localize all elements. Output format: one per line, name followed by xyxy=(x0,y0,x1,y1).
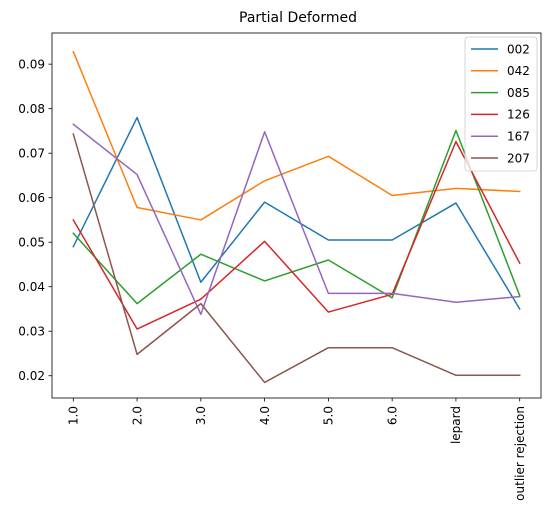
y-tick-label: 0.07 xyxy=(18,146,45,160)
y-tick-label: 0.06 xyxy=(18,191,45,205)
y-tick-label: 0.03 xyxy=(18,325,45,339)
x-tick-label: 2.0 xyxy=(130,406,144,425)
legend-label-085: 085 xyxy=(507,86,530,100)
x-tick-label: lepard xyxy=(449,406,463,444)
series-line-167 xyxy=(72,123,521,316)
x-tick-label: outlier rejection xyxy=(513,406,527,501)
chart-title: Partial Deformed xyxy=(239,10,357,26)
x-tick-label: 1.0 xyxy=(67,406,81,425)
series-line-085 xyxy=(72,129,521,305)
x-tick-label: 5.0 xyxy=(322,406,336,425)
series-line-207 xyxy=(72,133,521,384)
series-layer xyxy=(72,50,521,384)
x-tick-label: 6.0 xyxy=(385,406,399,425)
x-tick-label: 4.0 xyxy=(258,406,272,425)
legend-label-126: 126 xyxy=(507,108,530,122)
legend-label-207: 207 xyxy=(507,151,530,165)
series-line-126 xyxy=(72,140,521,330)
y-tick-label: 0.04 xyxy=(18,280,45,294)
legend: 002 042 085 126 167 207 xyxy=(464,36,538,172)
legend-label-002: 002 xyxy=(507,42,530,56)
y-tick-label: 0.09 xyxy=(18,57,45,71)
series-line-042 xyxy=(72,50,521,221)
axes-layer: 0.02 0.03 0.04 0.05 0.06 0.07 0.08 0.09 1.0 2.0 3.… xyxy=(18,32,542,501)
y-tick-label: 0.02 xyxy=(18,369,45,383)
legend-label-167: 167 xyxy=(507,130,530,144)
y-tick-label: 0.08 xyxy=(18,102,45,116)
legend-label-042: 042 xyxy=(507,64,530,78)
x-tick-label: 3.0 xyxy=(194,406,208,425)
series-line-002 xyxy=(72,116,521,311)
plot-frame xyxy=(51,32,542,399)
y-tick-label: 0.05 xyxy=(18,236,45,250)
